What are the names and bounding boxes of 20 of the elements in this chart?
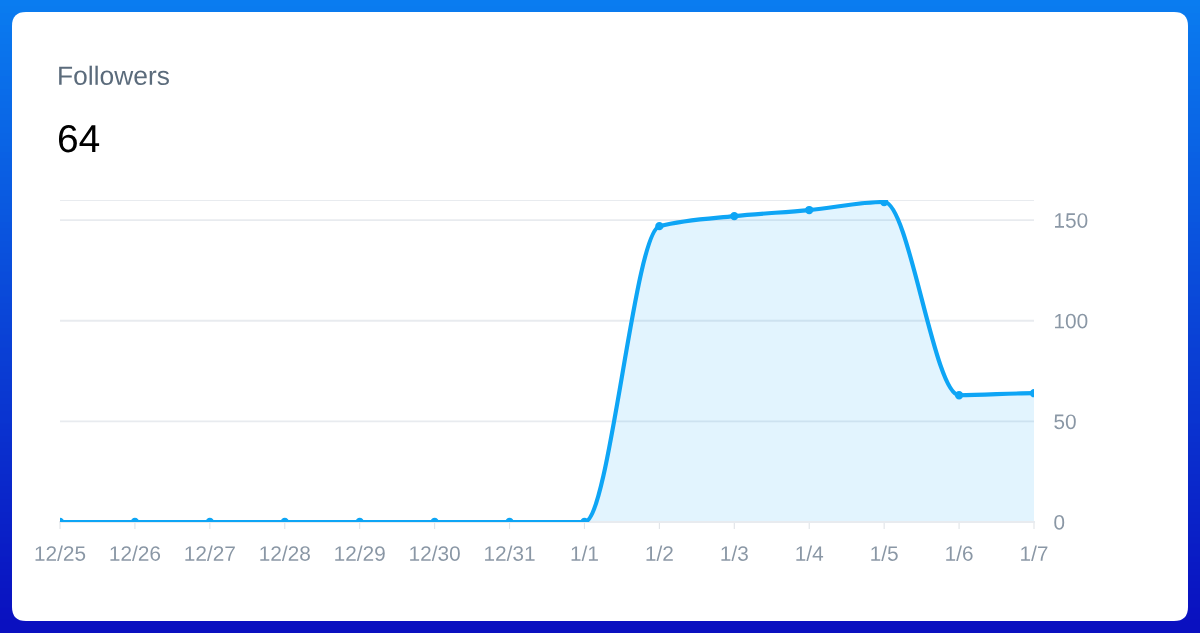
x-tick-label: 1/3: [721, 545, 748, 561]
x-tick-label: 12/27: [185, 545, 235, 561]
x-tick-label: 1/5: [871, 545, 898, 561]
x-tick-label: 1/6: [946, 545, 973, 561]
y-tick-label: 50: [1054, 414, 1076, 430]
x-tick-label: 12/31: [485, 545, 535, 561]
x-tick-label: 12/29: [335, 545, 385, 561]
chart-title: Followers: [59, 65, 169, 86]
x-tick-label: 1/2: [646, 545, 673, 561]
y-tick-label: 150: [1055, 213, 1088, 228]
x-tick-label: 12/28: [260, 545, 310, 561]
x-tick-label: 1/7: [1021, 545, 1048, 561]
chart-subtitle: 64: [58, 124, 100, 153]
y-tick-label: 0: [1054, 515, 1065, 530]
y-tick-label: 100: [1055, 313, 1088, 329]
x-tick-label: 12/30: [410, 545, 460, 561]
x-tick-label: 1/4: [796, 545, 824, 561]
x-tick-label: 1/1: [571, 545, 598, 561]
x-tick-label: 12/25: [35, 545, 86, 561]
x-tick-label: 12/26: [110, 545, 161, 561]
